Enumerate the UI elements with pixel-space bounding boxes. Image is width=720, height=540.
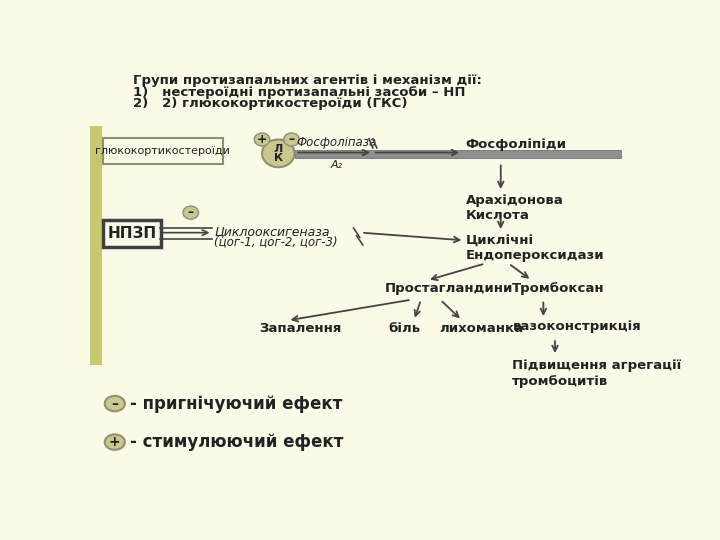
Bar xyxy=(295,150,621,158)
Text: 1)   нестероїдні протизапальні засоби – НП: 1) нестероїдні протизапальні засоби – НП xyxy=(132,85,465,99)
Text: А₂: А₂ xyxy=(330,159,343,170)
Text: Циклічні
Ендопероксидази: Циклічні Ендопероксидази xyxy=(466,234,605,262)
Text: - пригнічуючий ефект: - пригнічуючий ефект xyxy=(130,395,343,413)
Text: +: + xyxy=(109,435,121,449)
FancyBboxPatch shape xyxy=(103,220,161,247)
Text: –: – xyxy=(289,133,294,146)
Ellipse shape xyxy=(284,133,300,146)
Text: Фосфоліпаза: Фосфоліпаза xyxy=(297,136,377,148)
FancyBboxPatch shape xyxy=(103,138,222,164)
Text: Циклооксигеназа: Циклооксигеназа xyxy=(214,225,330,238)
Text: - стимулюючий ефект: - стимулюючий ефект xyxy=(130,433,343,451)
Text: Фосфоліпіди: Фосфоліпіди xyxy=(466,138,567,151)
Text: Простагландини: Простагландини xyxy=(384,282,513,295)
Text: Запалення: Запалення xyxy=(259,322,341,335)
Ellipse shape xyxy=(104,396,125,411)
Text: (цог-1, цог-2, цог-3): (цог-1, цог-2, цог-3) xyxy=(214,236,338,249)
Bar xyxy=(90,126,102,365)
Ellipse shape xyxy=(254,133,270,146)
Text: НПЗП: НПЗП xyxy=(107,226,156,241)
Ellipse shape xyxy=(104,434,125,450)
Text: Групи протизапальних агентів і механізм дії:: Групи протизапальних агентів і механізм … xyxy=(132,74,482,87)
Text: Л
К: Л К xyxy=(274,144,283,163)
Text: Арахідонова
Кислота: Арахідонова Кислота xyxy=(466,194,564,222)
Ellipse shape xyxy=(183,206,199,219)
Text: лихоманка: лихоманка xyxy=(438,322,523,335)
Text: Підвищення агрегації
тромбоцитів: Підвищення агрегації тромбоцитів xyxy=(513,359,682,388)
Text: 2)   2) глюкокортикостероїди (ГКС): 2) 2) глюкокортикостероїди (ГКС) xyxy=(132,97,407,110)
Text: –: – xyxy=(112,396,118,410)
Ellipse shape xyxy=(262,139,294,167)
Text: глюкокортикостероїди: глюкокортикостероїди xyxy=(96,146,230,156)
Text: –: – xyxy=(188,206,194,219)
Text: біль: біль xyxy=(388,322,420,335)
Text: вазоконстрикція: вазоконстрикція xyxy=(513,320,641,333)
Text: +: + xyxy=(257,133,267,146)
Text: Тромбоксан: Тромбоксан xyxy=(513,282,605,295)
